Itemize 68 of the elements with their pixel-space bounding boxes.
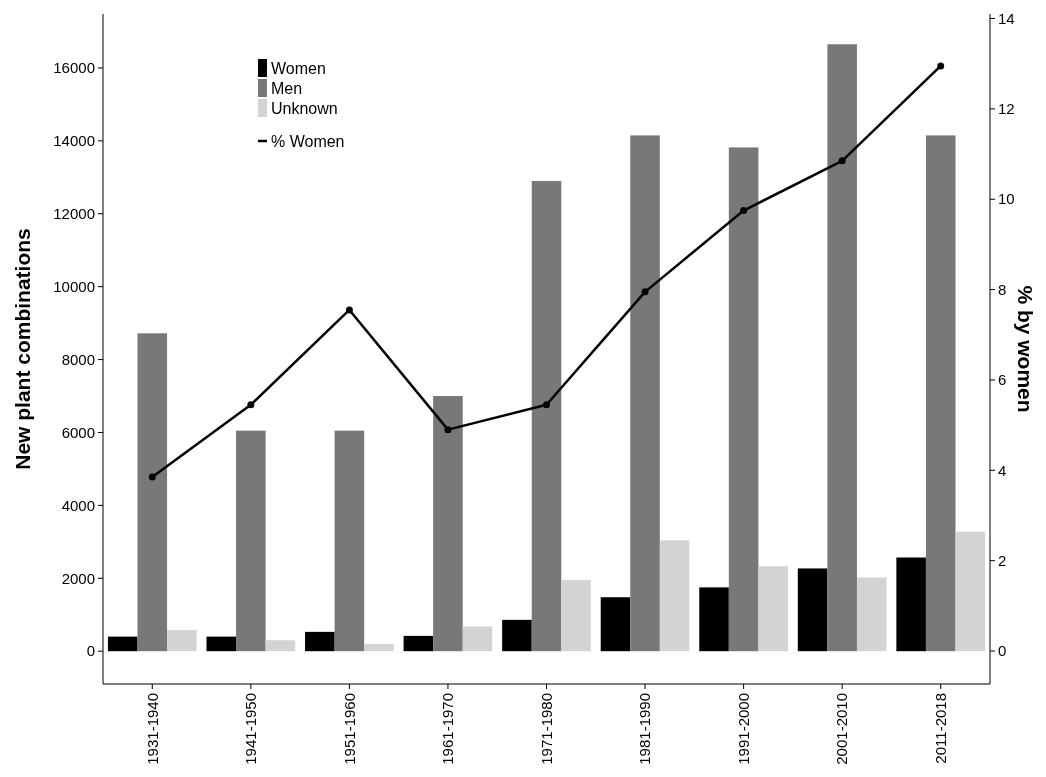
y-tick-label: 0 — [86, 642, 95, 660]
y2-tick-label: 4 — [998, 461, 1007, 479]
y2-tick-label: 6 — [998, 371, 1007, 389]
y-tick-label: 6000 — [61, 423, 95, 441]
x-tick-label: 1961-1970 — [439, 693, 457, 765]
y-axis-title: New plant combinations — [11, 228, 34, 470]
bar — [827, 44, 857, 652]
bar — [561, 580, 591, 652]
y-tick-label: 2000 — [61, 569, 95, 587]
y-tick-label: 14000 — [53, 132, 95, 150]
y2-tick-label: 8 — [998, 280, 1007, 298]
y-tick-label: 8000 — [61, 350, 95, 368]
bar — [630, 135, 660, 652]
y-tick-label: 10000 — [53, 277, 95, 295]
x-tick-label: 1971-1980 — [537, 693, 555, 765]
point — [247, 401, 255, 409]
bar — [462, 626, 493, 652]
legend-label: % Women — [271, 132, 345, 150]
bar — [167, 630, 197, 652]
legend-label: Women — [271, 59, 326, 77]
x-tick-label: 2011-2018 — [931, 693, 949, 764]
legend-label: Men — [271, 79, 303, 97]
bar — [758, 566, 788, 652]
bar — [728, 147, 759, 652]
legend-label: Unknown — [271, 99, 338, 117]
bar — [433, 396, 463, 652]
bar — [305, 631, 335, 652]
bar — [236, 430, 266, 652]
x-tick-label: 1951-1960 — [340, 693, 358, 765]
bar — [896, 557, 926, 652]
bar — [265, 640, 296, 652]
bar — [107, 636, 138, 652]
bar — [334, 430, 365, 652]
x-tick-label: 1941-1950 — [242, 693, 260, 765]
point — [148, 473, 156, 481]
bar — [137, 333, 168, 652]
bar — [925, 135, 956, 652]
y2-tick-label: 10 — [998, 190, 1015, 208]
point — [838, 157, 846, 165]
bar — [955, 531, 986, 652]
y2-tick-label: 14 — [998, 9, 1015, 27]
point — [641, 288, 649, 296]
bar — [797, 568, 828, 652]
bar — [502, 619, 532, 652]
bar — [600, 597, 631, 652]
y2-axis-title: % by women — [1014, 285, 1037, 413]
point — [345, 306, 353, 314]
bar — [403, 635, 434, 652]
x-tick-label: 2001-2010 — [833, 693, 851, 765]
x-tick-label: 1991-2000 — [734, 693, 752, 765]
point — [937, 62, 945, 70]
bar — [364, 643, 394, 652]
y2-tick-label: 12 — [998, 100, 1015, 118]
y-tick-label: 16000 — [53, 59, 95, 77]
bar — [699, 587, 729, 652]
bar — [206, 636, 237, 652]
y2-tick-label: 0 — [998, 642, 1007, 660]
y-tick-label: 4000 — [61, 496, 95, 514]
bar — [856, 577, 887, 652]
y2-tick-label: 2 — [998, 551, 1007, 569]
bar — [659, 540, 690, 652]
point — [740, 207, 748, 215]
x-tick-label: 1931-1940 — [143, 693, 161, 765]
point — [444, 426, 452, 434]
y-tick-label: 12000 — [53, 205, 95, 223]
point — [543, 401, 550, 409]
x-tick-label: 1981-1990 — [636, 693, 654, 765]
bar — [531, 180, 562, 652]
